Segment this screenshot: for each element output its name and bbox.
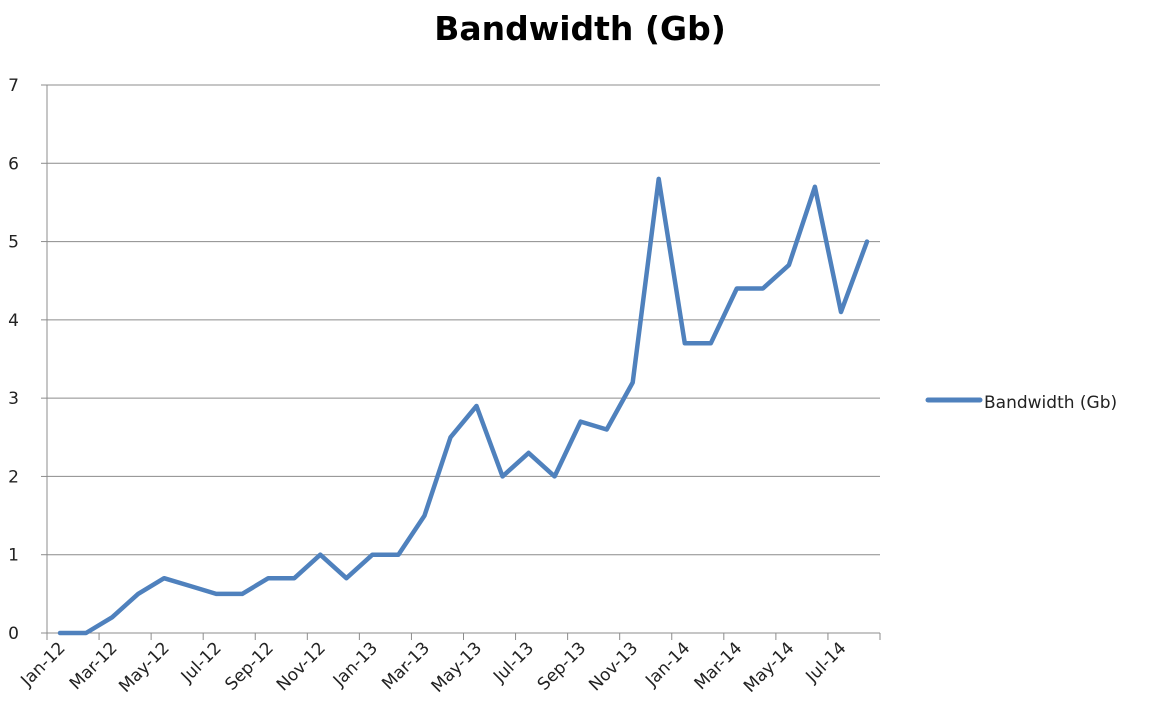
data-point xyxy=(475,404,479,408)
x-tick-label: Jul-14 xyxy=(801,638,850,687)
data-point xyxy=(527,451,531,455)
x-tick-label: Jan-12 xyxy=(17,638,70,691)
series-line-bandwidth xyxy=(57,176,870,636)
data-point xyxy=(501,474,505,478)
data-point xyxy=(136,592,140,596)
x-tick-label: Nov-12 xyxy=(273,638,330,695)
data-point xyxy=(188,584,192,588)
y-axis-tick-labels: 0 1 2 3 4 5 6 7 xyxy=(8,76,19,644)
data-point xyxy=(110,615,114,619)
y-tick-label: 0 xyxy=(8,624,19,644)
y-tick-label: 4 xyxy=(8,311,19,331)
series-layer xyxy=(57,176,870,636)
data-point xyxy=(292,576,296,580)
axes xyxy=(41,84,881,640)
data-point xyxy=(240,592,244,596)
x-tick-label: Jul-13 xyxy=(489,638,538,687)
x-tick-label: Jul-12 xyxy=(177,638,226,687)
x-tick-label: Mar-12 xyxy=(66,638,122,694)
data-point xyxy=(579,420,583,424)
data-point xyxy=(370,553,374,557)
x-tick-label: Nov-13 xyxy=(585,638,642,695)
x-tick-label: Jan-14 xyxy=(641,638,694,691)
data-point xyxy=(553,474,557,478)
y-tick-label: 3 xyxy=(8,389,19,409)
legend-label-bandwidth: Bandwidth (Gb) xyxy=(984,393,1117,413)
data-point xyxy=(761,287,765,291)
y-tick-label: 6 xyxy=(8,154,19,174)
data-point xyxy=(865,240,869,244)
x-tick-label: Mar-14 xyxy=(691,638,747,694)
chart-title: Bandwidth (Gb) xyxy=(434,9,726,48)
data-point xyxy=(709,341,713,345)
data-point xyxy=(605,427,609,431)
y-tick-label: 1 xyxy=(8,546,19,566)
data-point xyxy=(162,576,166,580)
data-point xyxy=(657,177,661,181)
data-point xyxy=(318,553,322,557)
data-point xyxy=(813,185,817,189)
data-point xyxy=(787,263,791,267)
data-point xyxy=(448,435,452,439)
gridlines xyxy=(47,84,880,556)
legend: Bandwidth (Gb) xyxy=(925,393,1117,413)
data-point xyxy=(214,592,218,596)
y-tick-label: 7 xyxy=(8,76,19,96)
x-tick-label: May-12 xyxy=(115,638,173,696)
y-tick-label: 5 xyxy=(8,233,19,253)
data-point xyxy=(839,310,843,314)
data-point xyxy=(396,553,400,557)
data-point xyxy=(422,514,426,518)
data-point xyxy=(683,341,687,345)
x-tick-label: Sep-12 xyxy=(221,638,277,694)
x-tick-label: Jan-13 xyxy=(329,638,382,691)
data-point xyxy=(58,631,62,635)
x-tick-label: May-13 xyxy=(428,638,486,696)
x-tick-label: Sep-13 xyxy=(534,638,590,694)
data-point xyxy=(84,631,88,635)
data-point xyxy=(344,576,348,580)
x-tick-label: May-14 xyxy=(740,638,798,696)
y-tick-label: 2 xyxy=(8,467,19,487)
x-tick-label: Mar-13 xyxy=(378,638,434,694)
data-point xyxy=(266,576,270,580)
data-point xyxy=(631,380,635,384)
data-point xyxy=(735,287,739,291)
